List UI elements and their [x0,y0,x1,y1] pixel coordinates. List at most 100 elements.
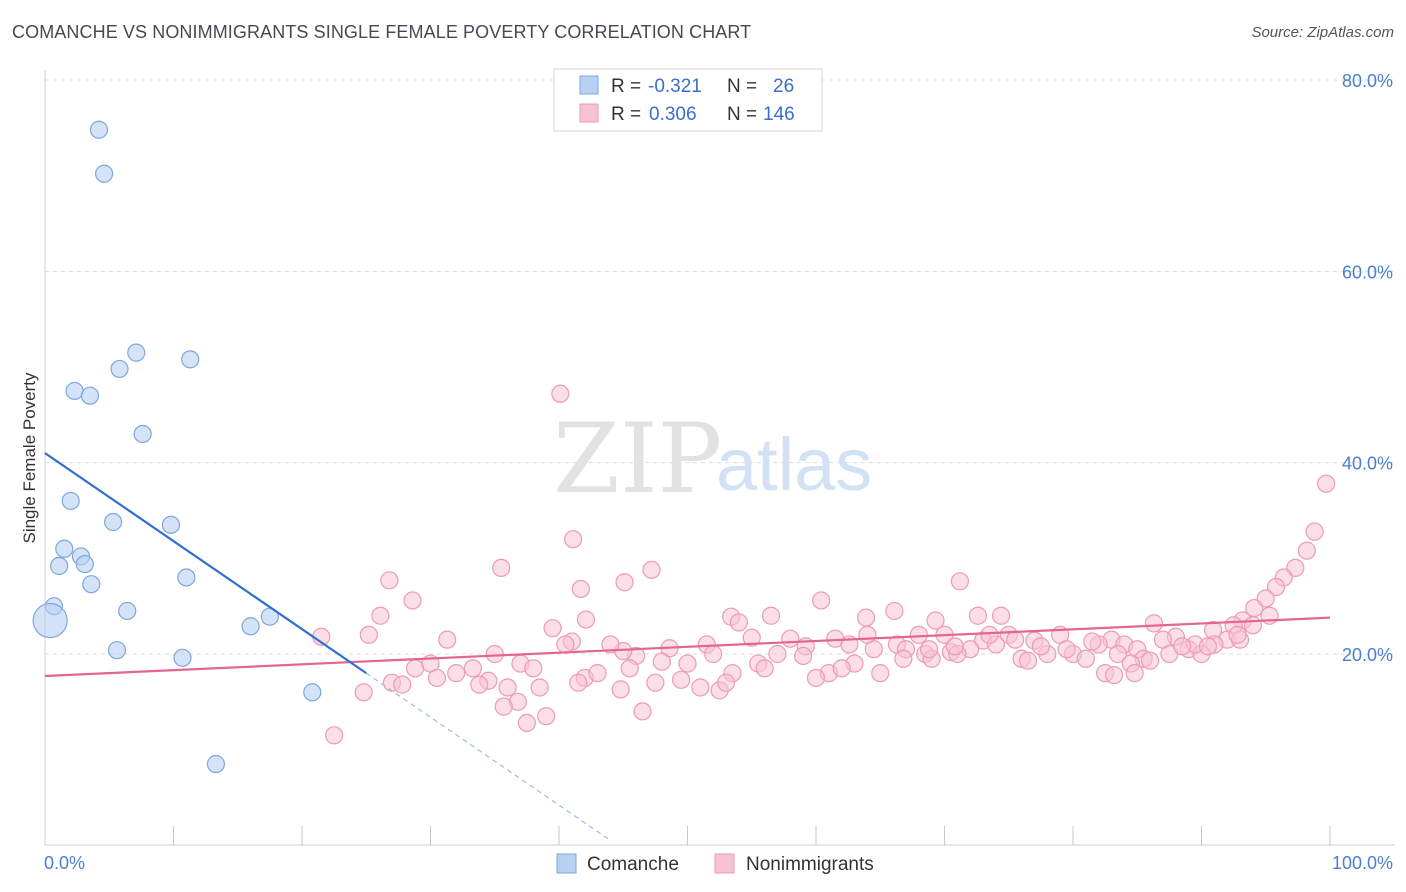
point-nonimmigrants [1317,474,1336,493]
point-nonimmigrants [945,637,964,656]
bottom-legend-comanche: Comanche [587,854,679,875]
point-nonimmigrants [909,625,928,644]
point-nonimmigrants [742,628,761,647]
point-comanche [110,359,129,379]
legend-n-label-1: N = [727,76,757,97]
point-comanche [75,554,94,574]
point-nonimmigrants [781,629,800,648]
legend-n-label-2: N = [727,104,757,125]
legend-r-label-2: R = [611,104,641,125]
point-nonimmigrants [768,644,787,664]
point-nonimmigrants [463,659,483,678]
watermark-atlas: atlas [716,423,872,506]
series-nonimmigrants [312,384,1336,745]
x-tick-label: 100.0% [1332,853,1393,873]
point-comanche [181,350,200,369]
point-nonimmigrants [794,646,813,666]
point-nonimmigrants [354,683,373,702]
point-nonimmigrants [755,659,774,678]
point-nonimmigrants [1297,541,1316,560]
point-nonimmigrants [1031,637,1050,656]
point-nonimmigrants [427,668,447,688]
point-comanche [95,164,114,183]
point-nonimmigrants [620,659,639,678]
legend-r-value-1: -0.321 [648,76,702,97]
legend-swatch-comanche [579,75,599,95]
point-nonimmigrants [919,640,939,659]
point-nonimmigrants [1228,625,1247,644]
point-nonimmigrants [611,680,630,699]
point-nonimmigrants [671,670,691,689]
point-nonimmigrants [498,678,517,697]
point-nonimmigrants [832,659,851,678]
point-nonimmigrants [530,678,549,697]
point-nonimmigrants [556,635,575,654]
point-nonimmigrants [470,675,489,694]
point-nonimmigrants [325,726,344,745]
y-tick-label: 40.0% [1342,454,1393,474]
point-nonimmigrants [543,619,562,638]
watermark: ZIP atlas [553,403,872,515]
point-nonimmigrants [517,713,536,732]
point-comanche [32,602,68,639]
point-nonimmigrants [729,613,749,632]
legend-n-value-2: 146 [763,104,795,125]
bottom-legend-swatch-comanche [556,853,577,874]
point-nonimmigrants [1125,664,1144,683]
point-nonimmigrants [864,640,883,659]
point-nonimmigrants [678,654,697,673]
point-nonimmigrants [980,625,999,644]
grid-lines [45,79,1395,655]
legend-r-value-2: 0.306 [649,104,697,125]
point-nonimmigrants [601,635,620,654]
point-nonimmigrants [871,664,890,683]
point-comanche [133,424,152,444]
point-nonimmigrants [494,697,513,716]
point-comanche [206,754,226,774]
point-nonimmigrants [633,702,652,721]
point-nonimmigrants [1083,632,1102,651]
point-comanche [127,343,146,362]
point-nonimmigrants [1018,651,1038,670]
legend-r-label-1: R = [611,76,641,97]
point-nonimmigrants [1144,614,1164,633]
point-nonimmigrants [1076,649,1095,668]
point-nonimmigrants [1173,637,1192,656]
point-comanche [65,381,84,401]
trend-lines [44,452,1331,841]
point-nonimmigrants [857,608,876,627]
point-nonimmigrants [380,571,399,590]
point-nonimmigrants [1105,665,1124,685]
point-comanche [173,648,192,667]
point-nonimmigrants [691,678,710,697]
point-nonimmigrants [438,630,457,649]
point-nonimmigrants [1057,640,1076,659]
point-comanche [104,512,123,532]
trend-line-comanche-extension [365,672,611,841]
point-nonimmigrants [885,601,904,621]
point-nonimmigrants [447,664,466,683]
point-nonimmigrants [403,591,422,610]
bottom-legend: Comanche Nonimmigrants [556,853,874,875]
point-nonimmigrants [716,673,736,692]
point-nonimmigrants [485,644,504,664]
point-nonimmigrants [371,606,390,625]
point-nonimmigrants [569,673,588,692]
point-comanche [82,575,101,594]
point-nonimmigrants [894,649,913,668]
point-nonimmigrants [646,673,665,692]
point-nonimmigrants [551,384,570,403]
point-nonimmigrants [571,579,590,599]
point-nonimmigrants [926,611,945,630]
y-tick-label: 20.0% [1342,645,1393,665]
trend-line-nonimmigrants [44,616,1331,678]
legend-box: R = -0.321 N = 26 R = 0.306 N = 146 [553,68,823,132]
axes [44,70,1395,846]
x-tick-label: 0.0% [44,853,85,873]
chart-title: COMANCHE VS NONIMMIGRANTS SINGLE FEMALE … [12,22,752,42]
point-nonimmigrants [1305,522,1324,541]
point-comanche [89,120,109,139]
point-nonimmigrants [950,572,970,591]
point-nonimmigrants [1243,616,1263,635]
point-nonimmigrants [1006,630,1025,649]
